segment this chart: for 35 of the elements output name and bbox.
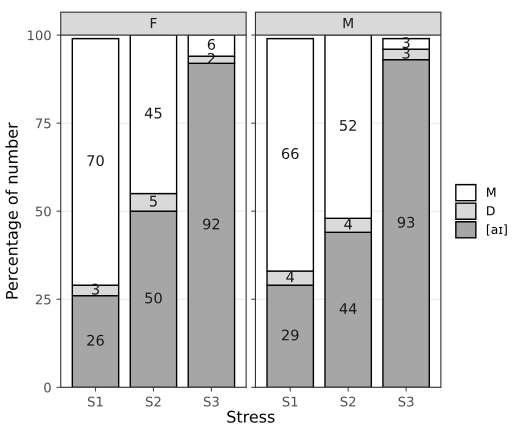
x-tick-label: S2 bbox=[146, 396, 161, 407]
y-tick-label: 50 bbox=[36, 206, 51, 216]
data-label: 29 bbox=[282, 329, 298, 340]
data-label: 93 bbox=[398, 216, 414, 228]
legend-label: [aɪ] bbox=[486, 224, 507, 236]
y-tick-label: 75 bbox=[36, 118, 51, 128]
x-axis-title: Stress bbox=[227, 410, 275, 423]
data-label: 50 bbox=[145, 292, 162, 304]
x-tick-label: S2 bbox=[340, 396, 356, 407]
data-label: 26 bbox=[87, 334, 104, 346]
y-axis-title: Percentage of number bbox=[5, 122, 21, 299]
x-tick-label: S3 bbox=[398, 396, 414, 407]
data-label: 66 bbox=[282, 148, 299, 160]
legend-label: M bbox=[487, 188, 496, 197]
data-label: 92 bbox=[203, 218, 220, 230]
x-tick-label: S1 bbox=[282, 396, 298, 407]
y-tick-label: 100 bbox=[28, 30, 51, 40]
data-label: 3 bbox=[402, 48, 410, 59]
chart-title: F bbox=[150, 18, 157, 28]
data-label: 5 bbox=[150, 196, 157, 207]
data-label: 4 bbox=[344, 218, 352, 230]
data-label: 3 bbox=[402, 37, 410, 48]
y-tick-label: 0 bbox=[44, 382, 51, 393]
data-label: 44 bbox=[340, 303, 357, 314]
chart-title: M bbox=[344, 18, 353, 28]
y-tick-label: 25 bbox=[36, 294, 51, 304]
x-tick-label: S1 bbox=[88, 396, 103, 407]
data-label: 3 bbox=[92, 284, 99, 295]
data-label: 6 bbox=[208, 38, 216, 50]
data-label: 52 bbox=[340, 120, 356, 131]
data-label: 70 bbox=[87, 155, 104, 166]
legend-label: D bbox=[487, 206, 495, 216]
data-label: 45 bbox=[144, 108, 162, 119]
data-label: 4 bbox=[286, 272, 294, 282]
x-tick-label: S3 bbox=[204, 396, 219, 407]
